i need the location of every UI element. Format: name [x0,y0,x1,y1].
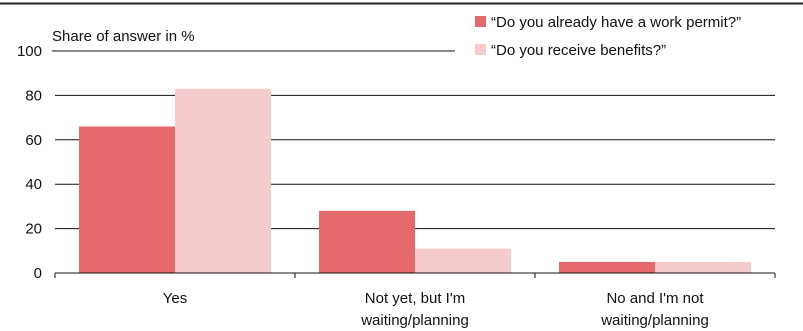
bar-s1-c3 [559,261,655,273]
legend-swatch-1 [475,16,486,27]
category-label-1: Yes [163,290,187,307]
category-label-2: Not yet, but I'm waiting/planning [360,290,469,329]
bar-s2-c2 [415,248,511,273]
bars [79,88,751,274]
bar-s2-c1 [175,88,271,274]
bar-s1-c1 [79,126,175,273]
y-tick-label-40: 40 [25,176,42,193]
y-tick-label-20: 20 [25,221,42,238]
y-tick-label-80: 80 [25,87,42,104]
y-axis-label: Share of answer in % [52,28,195,45]
x-axis: Yes Not yet, but I'm waiting/planning No an… [54,272,776,329]
category-label-3: No and I'm not waiting/planning [600,290,709,329]
legend-swatch-2 [475,44,486,55]
y-tick-label-60: 60 [25,132,42,149]
legend: “Do you already have a work permit?” “Do … [475,14,741,59]
legend-label-2: “Do you receive benefits?” [491,42,666,59]
y-tick-label-0: 0 [34,265,42,282]
y-tick-label-100: 100 [17,43,42,60]
legend-label-1: “Do you already have a work permit?” [491,14,741,31]
y-tick-labels: 0 20 40 60 80 100 [17,43,42,282]
bar-s2-c3 [655,261,751,273]
bar-s1-c2 [319,210,415,273]
